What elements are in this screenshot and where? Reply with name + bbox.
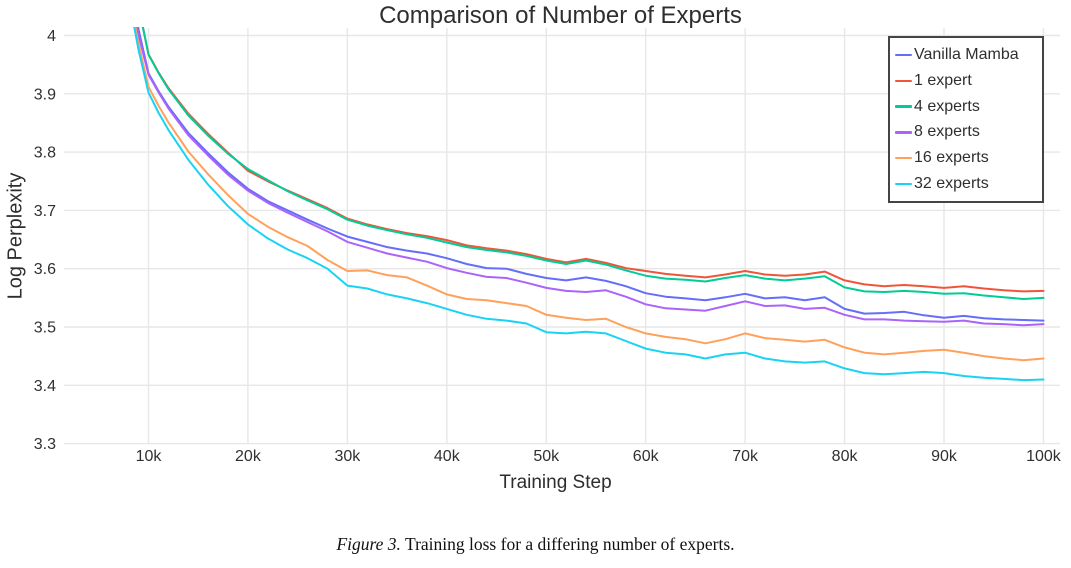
legend-label: 8 experts [914,123,980,141]
legend-line-swatch [895,182,912,186]
x-tick-label: 60k [633,448,660,465]
figure-caption-label: Figure 3. [336,534,401,554]
series-line-32-experts [133,27,1045,382]
chart-title: Comparison of Number of Experts [379,2,742,29]
legend-label: Vanilla Mamba [914,45,1019,63]
y-tick-label: 3.9 [34,86,56,103]
x-tick-label: 50k [533,448,560,465]
x-tick-label: 70k [732,448,759,465]
y-tick-label: 3.4 [34,378,56,395]
legend-item-32-experts: 32 experts [895,176,1038,192]
legend: Vanilla Mamba 1 expert 4 experts 8 exper… [888,36,1044,203]
series-line-1-expert [141,27,1045,293]
x-tick-label: 80k [832,448,859,465]
y-tick-label: 3.3 [34,436,56,453]
y-tick-label: 3.5 [34,320,56,337]
legend-item-1-expert: 1 expert [895,71,1038,89]
y-tick-label: 3.6 [34,261,56,278]
legend-item-16-experts: 16 experts [895,150,1038,166]
legend-label: 16 experts [914,149,989,167]
y-tick-label: 3.8 [34,145,56,162]
x-axis-label: Training Step [499,472,612,493]
series-line-vanilla-mamba [137,27,1045,322]
y-tick-label: 4 [47,28,56,45]
legend-label: 1 expert [914,71,972,89]
legend-item-vanilla-mamba: Vanilla Mamba [895,45,1038,63]
legend-line-swatch [895,53,912,57]
legend-label: 4 experts [914,97,980,115]
x-tick-label: 30k [334,448,361,465]
figure-caption-text: Training loss for a differing number of … [400,534,735,554]
figure-caption: Figure 3. Training loss for a differing … [0,534,1071,555]
legend-line-swatch [895,157,912,160]
x-tick-label: 40k [434,448,461,465]
y-tick-label: 3.7 [34,203,56,220]
legend-line-swatch [895,79,912,82]
legend-item-4-experts: 4 experts [895,97,1038,115]
legend-label: 32 experts [914,175,989,193]
legend-line-swatch [895,131,912,134]
x-tick-label: 100k [1026,448,1062,465]
series-lines [133,27,1045,382]
series-line-16-experts [134,27,1045,362]
legend-line-swatch [895,105,912,108]
x-tick-label: 20k [235,448,262,465]
series-line-4-experts [141,27,1045,300]
series-line-8-experts [136,27,1045,327]
x-tick-label: 90k [931,448,958,465]
x-tick-label: 10k [136,448,163,465]
legend-item-8-experts: 8 experts [895,124,1038,140]
